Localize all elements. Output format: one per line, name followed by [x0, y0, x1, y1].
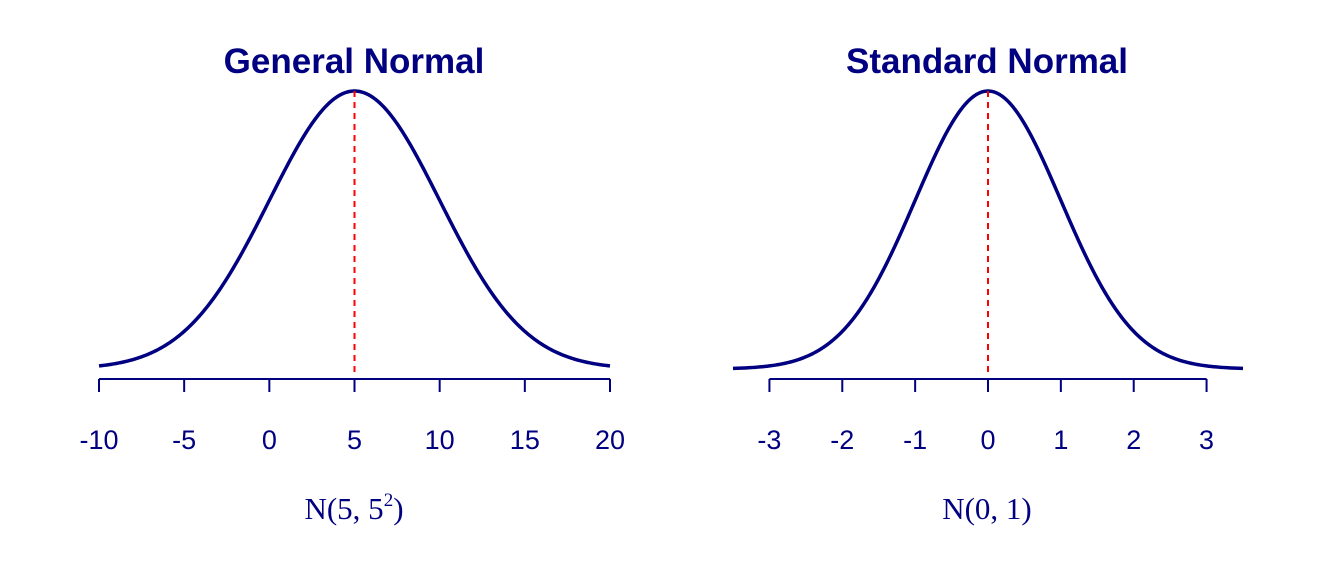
x-tick-label: -5 [172, 425, 196, 455]
x-tick-label: 15 [510, 425, 540, 455]
x-tick-label: 0 [980, 425, 995, 455]
x-tick-label: 2 [1126, 425, 1141, 455]
x-axis-label-main: N(5, 5 [304, 491, 383, 526]
general-normal-panel: General Normal N(5, 52) -10 -5 0 5 10 15 20 [79, 42, 625, 526]
x-tick-label: -2 [830, 425, 854, 455]
x-axis-label-close: ) [393, 491, 403, 526]
x-axis-label-main: N(0, 1) [942, 491, 1032, 526]
x-axis-label-superscript: 2 [384, 490, 394, 511]
x-tick-label: 1 [1053, 425, 1068, 455]
x-tick-label: 5 [347, 425, 362, 455]
x-tick-label: -10 [79, 425, 118, 455]
x-tick-label: -1 [903, 425, 927, 455]
x-axis-label: N(5, 52) [304, 490, 403, 526]
x-tick-label: 0 [262, 425, 277, 455]
chart-title: General Normal [224, 42, 485, 81]
standard-normal-panel: Standard Normal N(0, 1) -3 -2 -1 0 1 2 3 [732, 42, 1244, 526]
x-tick-label: 3 [1199, 425, 1214, 455]
x-tick-label: 20 [595, 425, 625, 455]
x-tick-label: -3 [757, 425, 781, 455]
x-tick-label: 10 [425, 425, 455, 455]
chart-title: Standard Normal [846, 42, 1128, 81]
x-axis-label: N(0, 1) [942, 491, 1032, 526]
